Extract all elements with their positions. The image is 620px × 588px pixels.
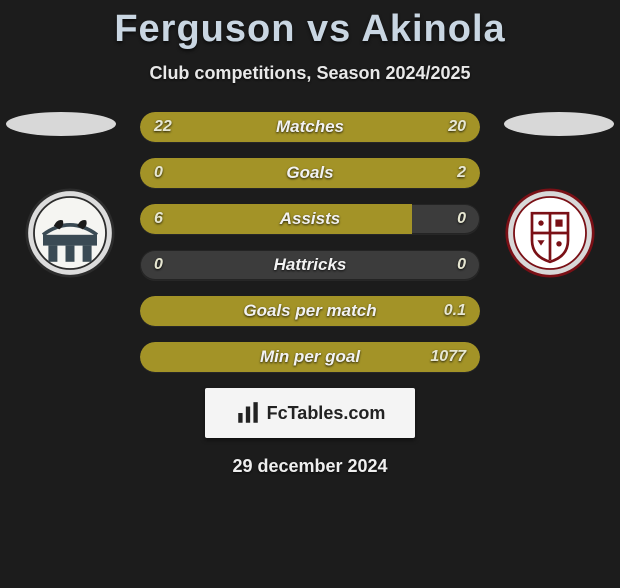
crest-left: [20, 188, 120, 278]
source-badge: FcTables.com: [205, 388, 415, 438]
stat-row: 60Assists: [140, 204, 480, 234]
stat-bars: 2220Matches02Goals60Assists00Hattricks0.…: [140, 112, 480, 372]
spotlight-right: [504, 112, 614, 136]
stat-value-right: 0: [443, 204, 480, 234]
comparison-title: Ferguson vs Akinola: [0, 8, 620, 51]
bar-fill-right: [317, 112, 480, 142]
bar-fill-right: [276, 342, 480, 372]
crest-right: [500, 188, 600, 278]
woking-shield-icon: [500, 188, 600, 278]
bar-chart-icon: [235, 400, 261, 426]
spotlight-left: [6, 112, 116, 136]
comparison-stage: 2220Matches02Goals60Assists00Hattricks0.…: [0, 112, 620, 372]
stat-value-right: 0: [443, 250, 480, 280]
source-text: FcTables.com: [267, 403, 386, 424]
bar-fill-left: [140, 204, 412, 234]
bar-fill-left: [140, 342, 276, 372]
bar-fill-left: [140, 112, 317, 142]
stat-row: 0 0Hattricks: [140, 250, 480, 280]
stat-row: 02Goals: [140, 158, 480, 188]
comparison-subtitle: Club competitions, Season 2024/2025: [0, 63, 620, 84]
stat-label: Hattricks: [140, 250, 480, 280]
stat-row: 2220Matches: [140, 112, 480, 142]
bar-fill-right: [256, 296, 480, 326]
snapshot-date: 29 december 2024: [0, 456, 620, 477]
bridge-crest-icon: [20, 188, 120, 278]
stat-row: 0.1Goals per match: [140, 296, 480, 326]
bar-fill-left: [140, 296, 256, 326]
bar-fill-right: [208, 158, 480, 188]
bar-fill-left: [140, 158, 208, 188]
stat-value-left: 0: [140, 250, 177, 280]
stat-row: 1077Min per goal: [140, 342, 480, 372]
